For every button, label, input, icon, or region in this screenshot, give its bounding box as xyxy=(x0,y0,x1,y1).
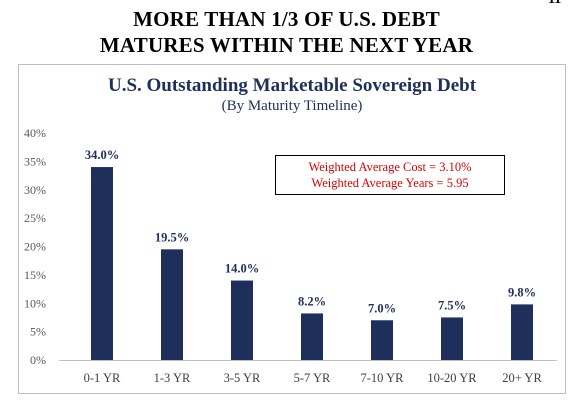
x-tick-label: 0-1 YR xyxy=(84,371,121,385)
x-tick-label: 7-10 YR xyxy=(361,371,405,385)
bar-value-label: 9.8% xyxy=(508,285,536,299)
slide-headline: MORE THAN 1/3 OF U.S. DEBT MATURES WITHI… xyxy=(0,6,573,58)
y-tick-label: 20% xyxy=(24,240,46,254)
x-tick-label: 5-7 YR xyxy=(294,371,331,385)
bar xyxy=(511,304,533,360)
chart-subtitle: (By Maturity Timeline) xyxy=(221,98,363,114)
weighted-average-years-text: Weighted Average Years = 5.95 xyxy=(311,176,469,190)
y-tick-label: 0% xyxy=(30,353,46,367)
y-tick-label: 15% xyxy=(24,268,46,282)
x-tick-label: 1-3 YR xyxy=(154,371,191,385)
chart-frame: U.S. Outstanding Marketable Sovereign De… xyxy=(18,64,566,394)
weighted-average-cost-text: Weighted Average Cost = 3.10% xyxy=(308,160,472,174)
bar-value-label: 8.2% xyxy=(298,294,326,308)
x-tick-label: 3-5 YR xyxy=(224,371,261,385)
headline-line-2: MATURES WITHIN THE NEXT YEAR xyxy=(99,33,474,57)
y-tick-label: 25% xyxy=(24,211,46,225)
bar xyxy=(441,317,463,360)
page-number: 11 xyxy=(548,0,561,8)
headline-line-1: MORE THAN 1/3 OF U.S. DEBT xyxy=(133,7,440,31)
bar-chart-plot: 0% 5% 10% 15% 20% 25% 30% 35% 40% 34.0% 0-1 YR 19.5… xyxy=(24,126,557,385)
bar-value-label: 34.0% xyxy=(85,148,119,162)
y-tick-label: 30% xyxy=(24,183,46,197)
y-tick-label: 10% xyxy=(24,296,46,310)
bar xyxy=(91,167,113,360)
y-tick-label: 40% xyxy=(24,126,46,140)
bar-value-label: 7.0% xyxy=(368,301,396,315)
x-tick-label: 20+ YR xyxy=(502,371,542,385)
y-tick-label: 35% xyxy=(24,154,46,168)
bar-value-label: 7.5% xyxy=(438,298,466,312)
bar xyxy=(301,313,323,360)
bar-value-label: 19.5% xyxy=(155,230,189,244)
chart-title: U.S. Outstanding Marketable Sovereign De… xyxy=(107,75,477,96)
bar xyxy=(231,280,253,360)
x-tick-label: 10-20 YR xyxy=(427,371,477,385)
bar xyxy=(161,249,183,360)
weighted-average-annotation: Weighted Average Cost = 3.10% Weighted A… xyxy=(275,155,505,195)
bar xyxy=(371,320,393,360)
bar-value-label: 14.0% xyxy=(225,262,259,276)
y-tick-label: 5% xyxy=(30,325,46,339)
